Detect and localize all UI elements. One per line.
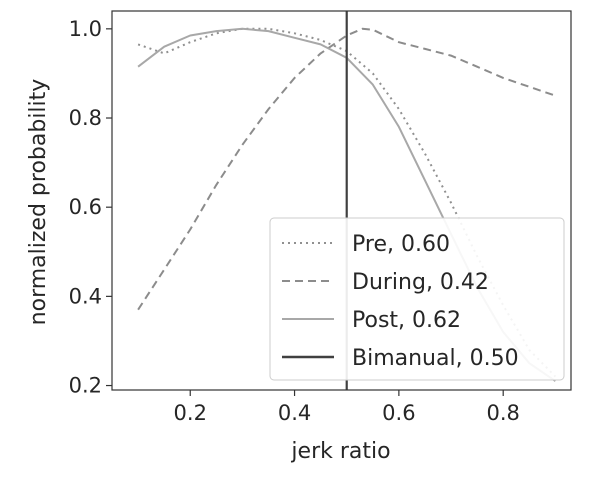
y-tick-label: 0.6: [69, 195, 102, 219]
legend: Pre, 0.60 During, 0.42 Post, 0.62 Bimanual,…: [269, 217, 565, 381]
x-axis-label: jerk ratio: [290, 439, 390, 464]
series-line-during-0-42: [137, 27, 556, 311]
y-tick-label: 1.0: [69, 17, 102, 41]
axis-ticks: 0.2 0.4 0.6 0.8 0.2 0.4 0.6 0.8 1.0: [69, 17, 520, 425]
legend-box: [269, 217, 565, 381]
x-tick-label: 0.4: [278, 401, 311, 425]
y-tick-label: 0.4: [69, 284, 102, 308]
x-tick-label: 0.8: [486, 401, 519, 425]
y-tick-label: 0.8: [69, 106, 102, 130]
y-tick-label: 0.2: [69, 374, 102, 398]
x-tick-label: 0.6: [382, 401, 415, 425]
legend-label-post-0-62: Post, 0.62: [352, 308, 461, 333]
legend-label-pre-0-60: Pre, 0.60: [352, 232, 450, 257]
y-axis-label: normalized probability: [26, 79, 51, 326]
legend-label-bimanual-0-50: Bimanual, 0.50: [352, 346, 519, 371]
plot-frame: [111, 10, 572, 391]
legend-label-during-0-42: During, 0.42: [352, 270, 489, 295]
x-tick-label: 0.2: [174, 401, 207, 425]
